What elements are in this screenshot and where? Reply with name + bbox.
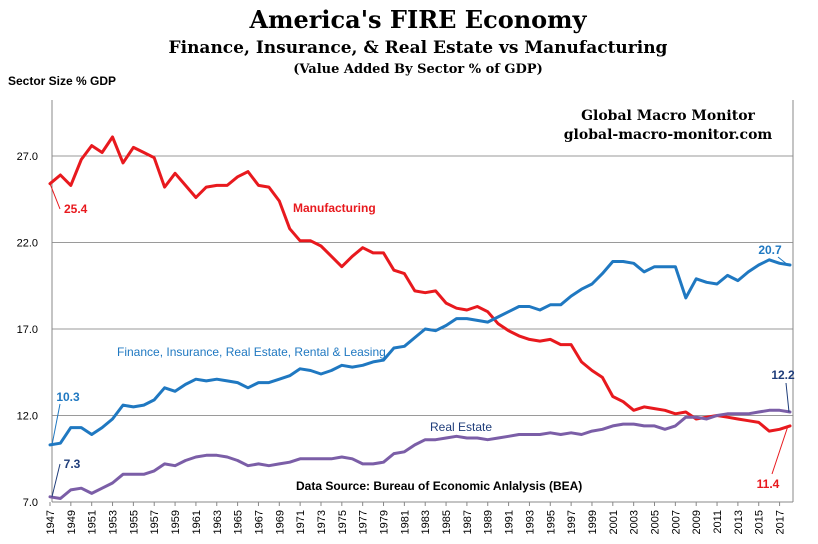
manufacturing-end-leader [771, 425, 789, 475]
real-estate-end-value: 12.2 [771, 368, 795, 382]
series-label-fire: Finance, Insurance, Real Estate, Rental … [117, 345, 386, 359]
axis-layer: 7.0 12.0 17.0 22.0 27.0 1947 1949 1951 1953 1955 1… [17, 100, 794, 534]
x-tick-label: 2009 [691, 510, 703, 534]
chart-subtitle-2: (Value Added By Sector % of GDP) [293, 62, 542, 77]
x-tick-label: 1949 [66, 510, 78, 534]
x-tick-label: 2001 [608, 510, 620, 534]
y-tick-label: 12.0 [17, 411, 38, 423]
x-tick-label: 1981 [399, 510, 411, 534]
x-tick-label: 1961 [191, 510, 203, 534]
x-tick-label: 1979 [379, 510, 391, 534]
x-tick-label: 1993 [524, 510, 536, 534]
fire-end-value: 20.7 [758, 243, 782, 257]
x-tick-label: 1997 [566, 510, 578, 534]
fire-start-value: 10.3 [56, 390, 80, 404]
x-tick-label: 1995 [545, 510, 557, 534]
x-tick-label: 1967 [253, 510, 265, 534]
x-tick-label: 1989 [483, 510, 495, 534]
y-axis-label: Sector Size % GDP [8, 74, 116, 88]
series-label-manufacturing: Manufacturing [293, 201, 376, 215]
x-tick-label: 1983 [420, 510, 432, 534]
real-estate-start-value: 7.3 [64, 457, 81, 471]
y-tick-label: 7.0 [23, 497, 38, 509]
x-tick-label: 2003 [629, 510, 641, 534]
x-tick-label: 1955 [128, 510, 140, 534]
brand-url: global-macro-monitor.com [564, 127, 773, 143]
chart-subtitle: Finance, Insurance, & Real Estate vs Man… [169, 38, 668, 58]
x-tick-label: 1947 [45, 510, 57, 534]
x-tick-label: 2011 [712, 510, 724, 534]
x-tick-label: 1957 [149, 510, 161, 534]
real-estate-end-leader [785, 382, 790, 413]
series-label-real-estate: Real Estate [430, 420, 492, 434]
manufacturing-start-leader [49, 183, 61, 210]
x-tick-label: 1999 [587, 510, 599, 534]
x-tick-label: 2007 [670, 510, 682, 534]
fire-end-leader [777, 256, 789, 266]
x-tick-label: 1959 [170, 510, 182, 534]
y-tick-label: 22.0 [17, 238, 38, 250]
x-tick-label: 1951 [87, 510, 99, 534]
manufacturing-end-value: 11.4 [757, 477, 780, 491]
x-tick-label: 1987 [462, 510, 474, 534]
x-tick-label: 1975 [337, 510, 349, 534]
chart-title: America's FIRE Economy [249, 5, 588, 34]
y-tick-label: 17.0 [17, 324, 38, 336]
x-tick-label: 2005 [650, 510, 662, 534]
data-source: Data Source: Bureau of Economic Anlalysi… [296, 479, 582, 493]
x-tick-label: 1973 [316, 510, 328, 534]
x-tick-label: 1965 [233, 510, 245, 534]
real-estate-start-leader [51, 463, 61, 497]
x-tick-label: 1991 [504, 510, 516, 534]
x-tick-label: 2013 [733, 510, 745, 534]
x-tick-label: 2017 [775, 510, 787, 534]
brand-name: Global Macro Monitor [581, 108, 755, 124]
series-line-fire [48, 258, 792, 447]
x-tick-label: 2015 [754, 510, 766, 534]
series-line-manufacturing [48, 135, 792, 433]
manufacturing-start-value: 25.4 [64, 202, 88, 216]
y-tick-label: 27.0 [17, 151, 38, 163]
grid-layer [52, 155, 793, 416]
x-tick-label: 1971 [295, 510, 307, 534]
x-tick-label: 1977 [358, 510, 370, 534]
series-layer [48, 135, 792, 500]
fire-start-leader [51, 403, 61, 446]
x-tick-label: 1953 [108, 510, 120, 534]
x-tick-label: 1985 [441, 510, 453, 534]
series-line-real-estate [48, 408, 792, 500]
x-tick-label: 1969 [274, 510, 286, 534]
x-tick-label: 1963 [212, 510, 224, 534]
